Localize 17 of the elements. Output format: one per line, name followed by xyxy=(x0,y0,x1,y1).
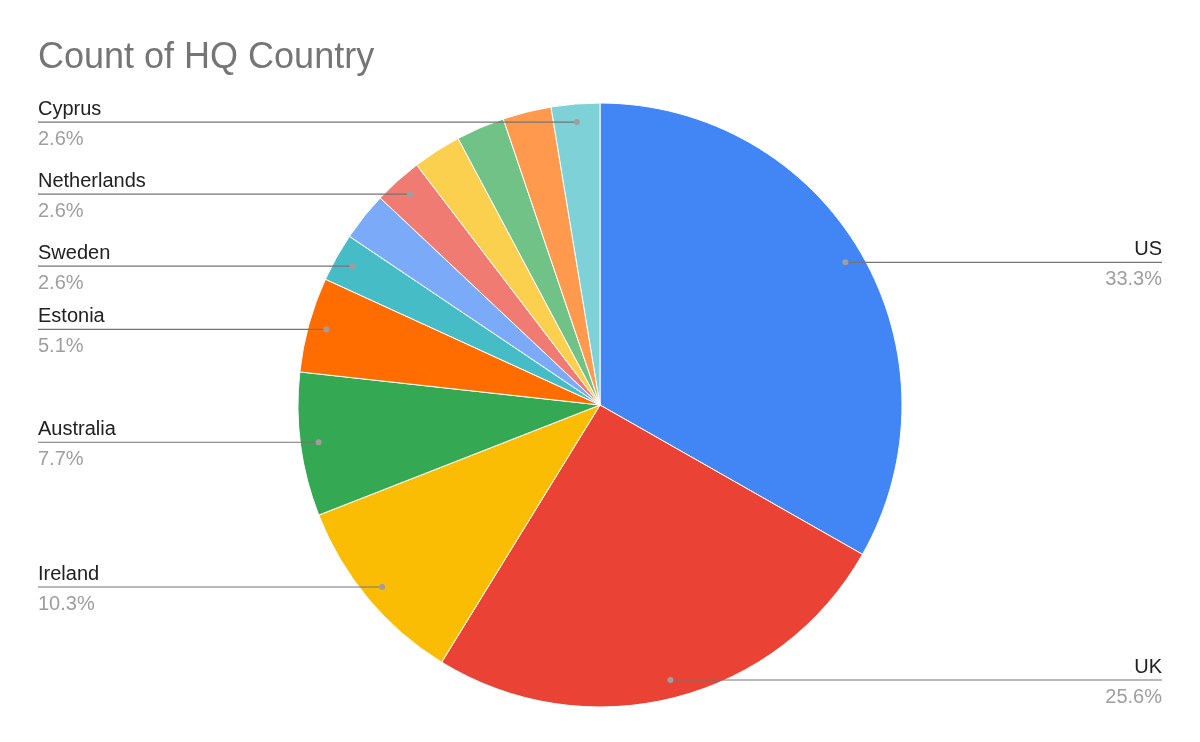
data-label: 7.7% xyxy=(38,447,84,470)
slice-label: Estonia xyxy=(38,304,106,327)
slice-label: Cyprus xyxy=(38,97,102,120)
slice-label: Australia xyxy=(38,417,117,440)
data-label: 33.3% xyxy=(1105,267,1163,290)
slice-label: US xyxy=(1134,237,1162,260)
data-label: 5.1% xyxy=(38,334,84,357)
slice-label: UK xyxy=(1134,655,1163,677)
slice-label: Sweden xyxy=(38,241,111,264)
slice-label: Netherlands xyxy=(38,169,146,192)
data-label: 25.6% xyxy=(1105,685,1163,707)
slice-label: Ireland xyxy=(38,562,100,585)
data-label: 10.3% xyxy=(38,592,95,615)
chart-title: Count of HQ Country xyxy=(38,35,375,76)
data-label: 2.6% xyxy=(38,127,84,150)
data-label: 2.6% xyxy=(38,199,84,222)
data-label: 2.6% xyxy=(38,271,84,294)
